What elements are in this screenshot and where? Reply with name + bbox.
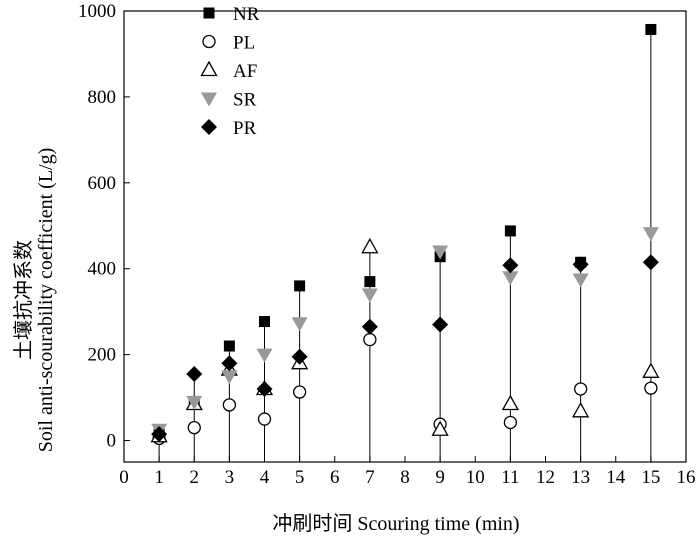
x-tick-label: 8: [400, 467, 410, 488]
y-tick-label: 200: [88, 345, 117, 366]
legend: NR PL AF SR PR: [200, 4, 260, 139]
data-point-pl: [292, 385, 307, 399]
x-tick-label: 7: [365, 467, 375, 488]
data-point-nr: [223, 340, 235, 352]
y-tick-label: 0: [107, 431, 117, 452]
series-pr: [151, 254, 659, 443]
legend-marker-nr: [203, 7, 215, 19]
data-point-pl: [257, 412, 272, 426]
series-sr: [151, 227, 659, 438]
legend-marker-pl: [202, 34, 216, 49]
legend-label-pl: PL: [233, 33, 255, 54]
data-point-nr: [645, 23, 657, 35]
x-tick-label: 13: [571, 467, 590, 488]
data-point-pl: [222, 398, 237, 412]
data-point-pr: [291, 348, 308, 365]
data-point-nr: [294, 280, 306, 292]
data-point-sr: [361, 288, 378, 303]
y-tick-label: 1000: [78, 1, 116, 22]
data-point-sr: [642, 227, 659, 242]
legend-label-pr: PR: [233, 118, 257, 139]
plot-frame: [123, 10, 687, 463]
legend-label-sr: SR: [233, 90, 257, 111]
x-tick-label: 5: [295, 467, 305, 488]
x-tick-label: 10: [466, 467, 485, 488]
legend-marker-sr: [201, 92, 217, 107]
x-tick-label: 16: [677, 467, 696, 488]
x-tick-label: 0: [119, 467, 129, 488]
data-point-sr: [186, 395, 203, 410]
data-point-pr: [642, 254, 659, 271]
data-point-nr: [504, 225, 516, 237]
x-tick-label: 3: [225, 467, 235, 488]
data-point-pr: [572, 256, 589, 273]
x-axis-title: 冲刷时间 Scouring time (min): [272, 512, 519, 535]
data-point-pr: [432, 316, 449, 333]
data-point-pr: [151, 426, 168, 443]
data-point-sr: [572, 273, 589, 288]
data-point-af: [361, 237, 379, 254]
y-tick-label: 600: [88, 173, 117, 194]
data-point-nr: [364, 276, 376, 288]
data-point-pr: [221, 355, 238, 372]
legend-marker-pr: [201, 119, 217, 135]
x-tick-label: 4: [260, 467, 270, 488]
x-tick-label: 6: [330, 467, 340, 488]
data-point-sr: [256, 348, 273, 363]
y-axis-title-cn: 土壤抗冲系数: [12, 240, 35, 360]
x-tick-label: 2: [190, 467, 200, 488]
data-point-pl: [363, 332, 377, 347]
data-point-af: [431, 420, 449, 436]
y-axis-title: 土壤抗冲系数 Soil anti-scourability coefficien…: [12, 148, 57, 453]
x-tick-label: 12: [536, 467, 555, 488]
y-tick-label: 400: [88, 259, 117, 280]
data-point-pr: [256, 380, 273, 397]
data-point-sr: [502, 271, 519, 286]
x-tick-label: 9: [435, 467, 445, 488]
legend-label-af: AF: [233, 61, 257, 82]
data-point-sr: [432, 245, 449, 260]
data-point-af: [642, 362, 660, 378]
x-tick-label: 15: [641, 467, 660, 488]
y-axis-title-en: Soil anti-scourability coefficient (L/g): [35, 148, 57, 453]
x-tick-label: 14: [606, 467, 626, 488]
data-point-af: [572, 401, 590, 418]
x-tick-label: 1: [154, 467, 164, 488]
data-point-sr: [221, 370, 238, 385]
x-tick-label: 11: [501, 467, 519, 488]
data-point-af: [501, 394, 519, 411]
data-point-pl: [503, 415, 518, 430]
legend-marker-af: [200, 60, 218, 77]
y-tick-label: 800: [88, 87, 117, 108]
data-point-nr: [259, 316, 270, 328]
data-point-pl: [573, 382, 588, 396]
data-point-pl: [644, 381, 658, 395]
legend-label-nr: NR: [233, 4, 260, 25]
data-point-pr: [361, 318, 378, 335]
data-point-pl: [187, 420, 201, 435]
data-point-pr: [186, 365, 203, 382]
data-point-pr: [502, 257, 519, 274]
data-point-sr: [291, 317, 308, 332]
